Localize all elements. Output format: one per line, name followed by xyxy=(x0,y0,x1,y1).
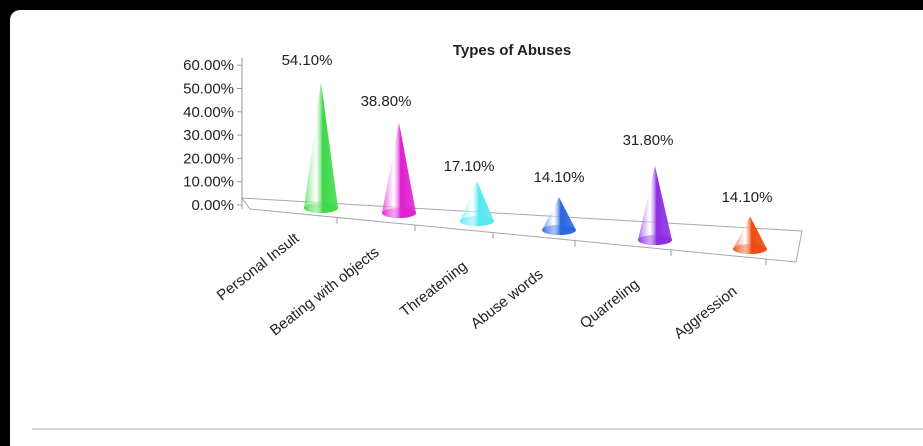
y-tick-label: 20.00% xyxy=(183,150,234,167)
cone-body xyxy=(638,165,672,245)
cone-body xyxy=(460,181,494,226)
y-tick-label: 10.00% xyxy=(183,174,234,191)
data-label-aggression: 14.10% xyxy=(722,189,773,206)
y-tick-label: 50.00% xyxy=(183,81,234,98)
data-label-personal-insult: 54.10% xyxy=(282,52,333,69)
y-tick-label: 0.00% xyxy=(191,197,234,214)
chart-cones xyxy=(304,81,767,254)
floor-plane xyxy=(240,197,803,263)
cone-body xyxy=(542,197,576,235)
data-label-quarreling: 31.80% xyxy=(623,132,674,149)
data-label-threatening: 17.10% xyxy=(444,158,495,175)
cone-quarreling xyxy=(638,165,672,245)
y-axis-tick-labels: 0.00% 10.00% 20.00% 30.00% 40.00% 50.00% 60.00… xyxy=(183,57,234,214)
cone-body xyxy=(733,216,767,254)
cone-threatening xyxy=(460,181,494,226)
y-tick-label: 40.00% xyxy=(183,104,234,121)
cone-body xyxy=(304,81,338,214)
x-tick-label: Threatening xyxy=(397,258,471,321)
x-tick-label: Aggression xyxy=(671,283,741,343)
chart-title: Types of Abuses xyxy=(453,42,571,59)
cone-beating-with-objects xyxy=(382,122,416,218)
cone-abuse-words xyxy=(542,197,576,235)
x-tick-label: Quarreling xyxy=(577,276,643,333)
y-tick-label: 30.00% xyxy=(183,127,234,144)
data-label-beating-with-objects: 38.80% xyxy=(361,93,412,110)
chart-axes xyxy=(237,57,803,266)
x-tick-label: Abuse words xyxy=(468,266,547,333)
chart-data-labels: 54.10% 38.80% 17.10% 14.10% 31.80% 14.10% xyxy=(282,52,773,206)
data-label-abuse-words: 14.10% xyxy=(534,169,585,186)
y-tick-label: 60.00% xyxy=(183,57,234,74)
chart-frame: Types of Abuses 0.00% 10.00% 20.00% 30.00% 4… xyxy=(10,10,923,446)
cone-aggression xyxy=(733,216,767,254)
cone-personal-insult xyxy=(304,81,338,214)
x-tick-label: Beating with objects xyxy=(267,244,383,340)
cone-body xyxy=(382,122,416,218)
chart: Types of Abuses 0.00% 10.00% 20.00% 30.00% 4… xyxy=(32,42,923,430)
x-tick-label: Personal Insult xyxy=(214,229,303,304)
